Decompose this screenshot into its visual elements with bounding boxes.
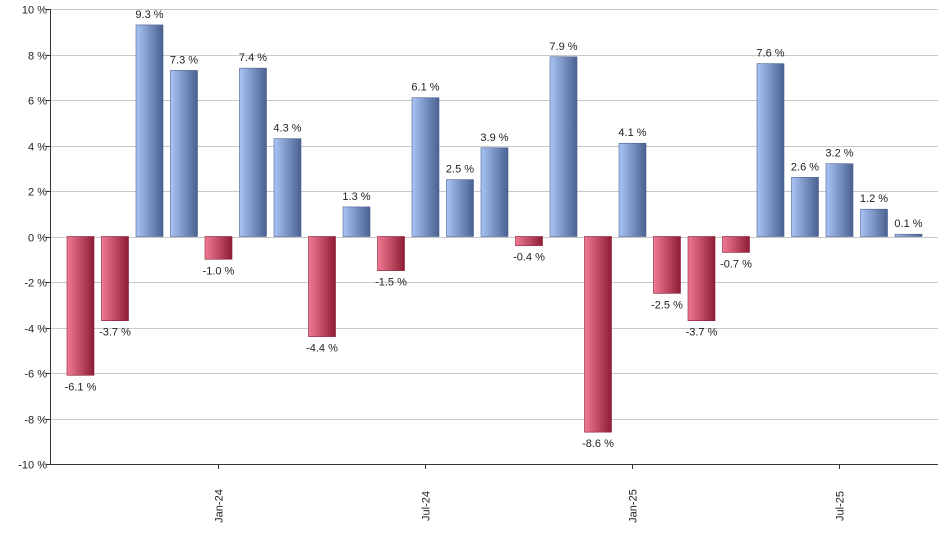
bar-negative	[308, 236, 336, 337]
bar-negative	[687, 236, 716, 321]
bar-negative	[204, 236, 233, 260]
bar-positive	[170, 70, 198, 237]
bar-positive	[791, 177, 819, 237]
bars	[66, 24, 923, 433]
data-label: -3.7 %	[686, 327, 718, 339]
x-tick-label: Jan-25	[628, 489, 640, 523]
data-label: 7.3 %	[170, 54, 198, 66]
data-label: 4.1 %	[618, 127, 646, 139]
y-tick-label: -8 %	[24, 415, 47, 427]
bar-positive	[446, 179, 474, 237]
data-label: 0.1 %	[894, 218, 922, 230]
y-tick-label: 0 %	[28, 233, 47, 245]
x-axis-ticks: Jan-24 Jul-24 Jan-25 Jul-25	[214, 464, 847, 523]
data-label: 4.3 %	[273, 123, 301, 135]
bar-positive	[239, 67, 267, 237]
bar-positive	[549, 56, 578, 237]
bar-negative	[377, 236, 405, 271]
data-label: 1.2 %	[860, 193, 888, 205]
bar-negative	[66, 236, 95, 376]
bar-positive	[411, 97, 440, 237]
y-tick-label: -6 %	[24, 369, 47, 381]
data-label: -0.4 %	[513, 252, 545, 264]
bar-negative	[584, 236, 612, 433]
data-label: -2.5 %	[651, 299, 683, 311]
data-label: 7.4 %	[239, 52, 267, 64]
data-label: -3.7 %	[99, 327, 131, 339]
y-tick-label: -10 %	[18, 460, 47, 472]
data-label: 1.3 %	[342, 191, 370, 203]
data-label: -6.1 %	[65, 381, 97, 393]
bar-positive	[342, 206, 371, 237]
data-labels: -6.1 % -3.7 % 9.3 % 7.3 % -1.0 % 7.4 % 4.3 % -4…	[65, 9, 923, 450]
data-label: 7.9 %	[549, 41, 577, 53]
bar-negative	[101, 236, 129, 321]
x-tick-label: Jul-24	[421, 491, 433, 521]
data-label: 6.1 %	[411, 82, 439, 94]
y-tick-label: 8 %	[28, 51, 47, 63]
bar-negative	[515, 236, 543, 246]
bar-positive	[825, 163, 854, 237]
bar-negative	[653, 236, 681, 294]
axes	[50, 9, 938, 465]
bar-positive	[860, 208, 888, 237]
y-axis-ticks: 10 % 8 % 6 % 4 % 2 % 0 % -2 % -4 % -6 % -8 % -10 %	[18, 5, 50, 472]
bar-positive	[273, 138, 302, 237]
data-label: 2.6 %	[791, 161, 819, 173]
y-tick-label: 10 %	[22, 5, 47, 17]
x-tick-label: Jul-25	[835, 491, 847, 521]
data-label: -1.0 %	[203, 265, 235, 277]
data-label: 7.6 %	[756, 48, 784, 60]
data-label: 2.5 %	[446, 164, 474, 176]
data-label: 9.3 %	[135, 9, 163, 21]
y-tick-label: -2 %	[24, 278, 47, 290]
data-label: -0.7 %	[720, 258, 752, 270]
data-label: 3.9 %	[480, 132, 508, 144]
data-label: 3.2 %	[825, 148, 853, 160]
bar-positive	[756, 63, 785, 237]
data-label: -8.6 %	[582, 438, 614, 450]
y-tick-label: -4 %	[24, 324, 47, 336]
data-label: -1.5 %	[375, 277, 407, 289]
bar-negative	[722, 236, 750, 253]
bar-positive	[135, 24, 164, 237]
x-tick-label: Jan-24	[214, 489, 226, 523]
bar-positive	[618, 142, 647, 237]
y-tick-label: 2 %	[28, 187, 47, 199]
bar-positive	[894, 233, 923, 237]
y-tick-label: 6 %	[28, 96, 47, 108]
y-tick-label: 4 %	[28, 142, 47, 154]
data-label: -4.4 %	[306, 343, 338, 355]
bar-positive	[480, 147, 509, 237]
